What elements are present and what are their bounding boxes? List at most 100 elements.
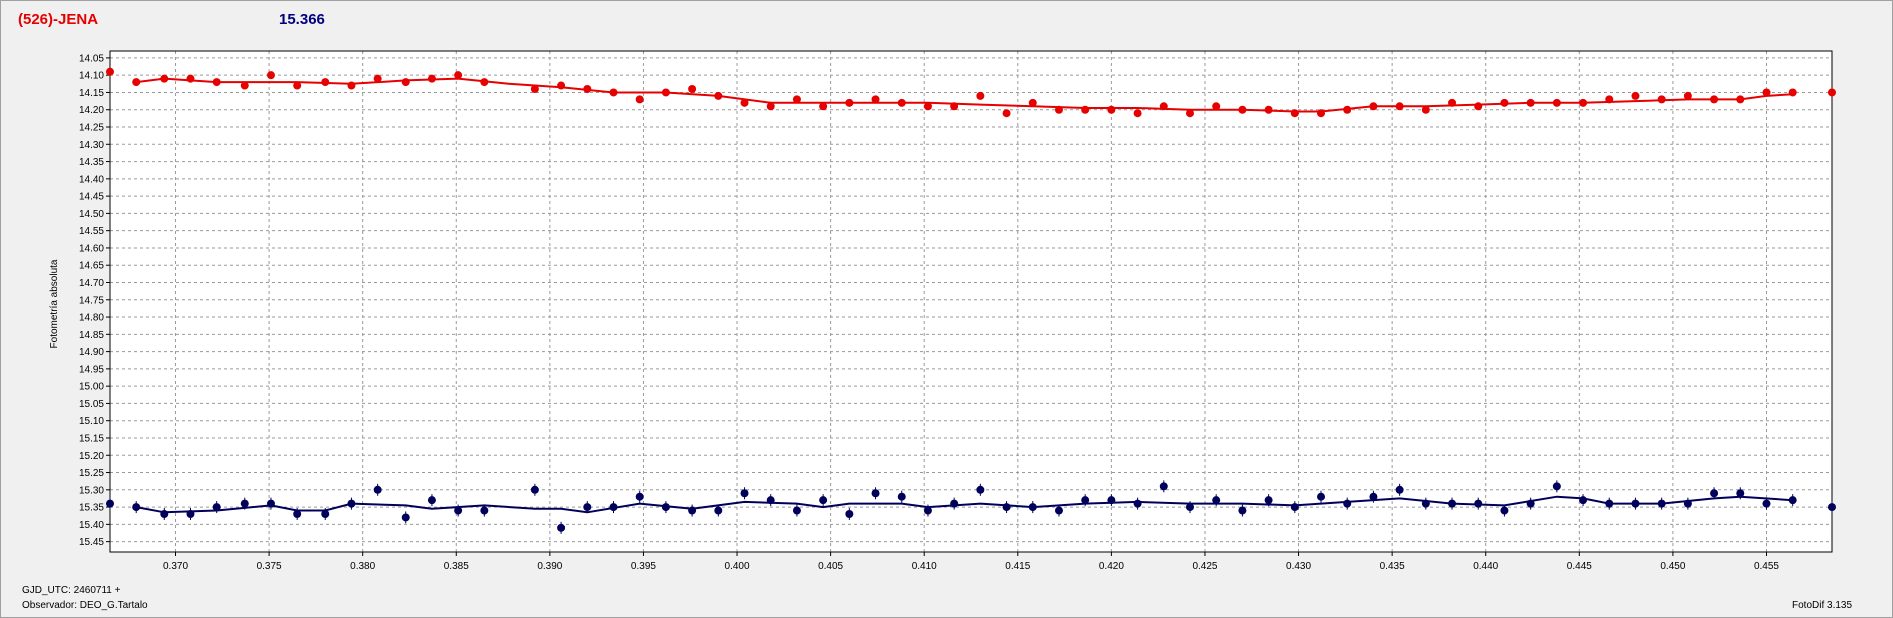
- y-tick-label: 15.10: [79, 416, 104, 427]
- y-tick-label: 15.45: [79, 537, 104, 548]
- comparison-point: [714, 506, 723, 515]
- comparison-point: [1421, 499, 1430, 508]
- object-point: [1736, 95, 1745, 104]
- x-tick-label: 0.400: [725, 561, 750, 572]
- object-point: [1107, 105, 1116, 114]
- comparison-point: [373, 485, 382, 494]
- comparison-point: [1081, 496, 1090, 505]
- comparison-point: [792, 506, 801, 515]
- object-point: [1762, 88, 1771, 97]
- comparison-point: [1474, 499, 1483, 508]
- object-magnitude: 15.366: [279, 11, 325, 28]
- y-tick-label: 15.20: [79, 451, 104, 462]
- y-tick-label: 14.65: [79, 261, 104, 272]
- x-tick-label: 0.405: [818, 561, 843, 572]
- y-tick-label: 14.50: [79, 209, 104, 220]
- object-point: [1133, 109, 1142, 118]
- y-tick-label: 14.40: [79, 174, 104, 185]
- object-point: [1159, 102, 1168, 111]
- object-point: [1579, 98, 1588, 107]
- comparison-point: [212, 503, 221, 512]
- object-point: [1212, 102, 1221, 111]
- comparison-point: [1526, 499, 1535, 508]
- object-point: [1395, 102, 1404, 111]
- comparison-point: [427, 496, 436, 505]
- object-point: [373, 74, 382, 83]
- object-point: [1788, 88, 1797, 97]
- object-point: [1185, 109, 1194, 118]
- x-tick-label: 0.410: [912, 561, 937, 572]
- x-tick-label: 0.445: [1567, 561, 1592, 572]
- object-point: [1238, 105, 1247, 114]
- object-point: [1028, 98, 1037, 107]
- object-name: (526)-JENA: [18, 11, 99, 28]
- comparison-point: [240, 499, 249, 508]
- comparison-point: [1762, 499, 1771, 508]
- software-version: FotoDif 3.135: [1792, 600, 1853, 611]
- comparison-point: [1133, 499, 1142, 508]
- comparison-point: [530, 485, 539, 494]
- comparison-point: [583, 503, 592, 512]
- y-tick-label: 15.15: [79, 433, 104, 444]
- comparison-point: [1788, 496, 1797, 505]
- object-point: [976, 91, 985, 100]
- object-point: [212, 78, 221, 87]
- x-tick-label: 0.430: [1286, 561, 1311, 572]
- object-point: [1526, 98, 1535, 107]
- comparison-point: [1631, 499, 1640, 508]
- gjd-label: GJD_UTC: 2460711 +: [22, 585, 121, 596]
- comparison-point: [1028, 503, 1037, 512]
- comparison-point: [950, 499, 959, 508]
- object-point: [1631, 91, 1640, 100]
- object-point: [871, 95, 880, 104]
- object-point: [1657, 95, 1666, 104]
- object-point: [266, 71, 275, 80]
- y-tick-label: 14.20: [79, 105, 104, 116]
- comparison-point: [1710, 489, 1719, 498]
- object-point: [321, 78, 330, 87]
- comparison-point: [1343, 499, 1352, 508]
- y-tick-label: 14.15: [79, 88, 104, 99]
- y-tick-label: 14.70: [79, 278, 104, 289]
- comparison-point: [871, 489, 880, 498]
- comparison-point: [1395, 485, 1404, 494]
- comparison-point: [1683, 499, 1692, 508]
- comparison-point: [661, 503, 670, 512]
- object-point: [635, 95, 644, 104]
- object-point: [740, 98, 749, 107]
- object-point: [1054, 105, 1063, 114]
- comparison-point: [1212, 496, 1221, 505]
- object-point: [1264, 105, 1273, 114]
- object-point: [1683, 91, 1692, 100]
- comparison-point: [1369, 492, 1378, 501]
- object-point: [530, 85, 539, 94]
- y-tick-label: 15.05: [79, 399, 104, 410]
- object-point: [160, 74, 169, 83]
- comparison-point: [186, 509, 195, 518]
- object-point: [293, 81, 302, 90]
- y-tick-label: 14.25: [79, 123, 104, 134]
- x-tick-label: 0.385: [444, 561, 469, 572]
- object-point: [240, 81, 249, 90]
- comparison-point: [1159, 482, 1168, 491]
- y-tick-label: 15.35: [79, 503, 104, 514]
- y-tick-label: 15.30: [79, 485, 104, 496]
- comparison-point: [1054, 506, 1063, 515]
- comparison-point: [1317, 492, 1326, 501]
- object-point: [1081, 105, 1090, 114]
- object-point: [347, 81, 356, 90]
- object-point: [792, 95, 801, 104]
- object-point: [557, 81, 566, 90]
- object-point: [1317, 109, 1326, 118]
- object-point: [609, 88, 618, 97]
- object-point: [714, 91, 723, 100]
- object-point: [1002, 109, 1011, 118]
- comparison-point: [454, 506, 463, 515]
- object-point: [1474, 102, 1483, 111]
- y-axis-label: Fotometría absoluta: [49, 259, 60, 348]
- x-tick-label: 0.450: [1660, 561, 1685, 572]
- object-point: [1552, 98, 1561, 107]
- object-point: [950, 102, 959, 111]
- comparison-point: [819, 496, 828, 505]
